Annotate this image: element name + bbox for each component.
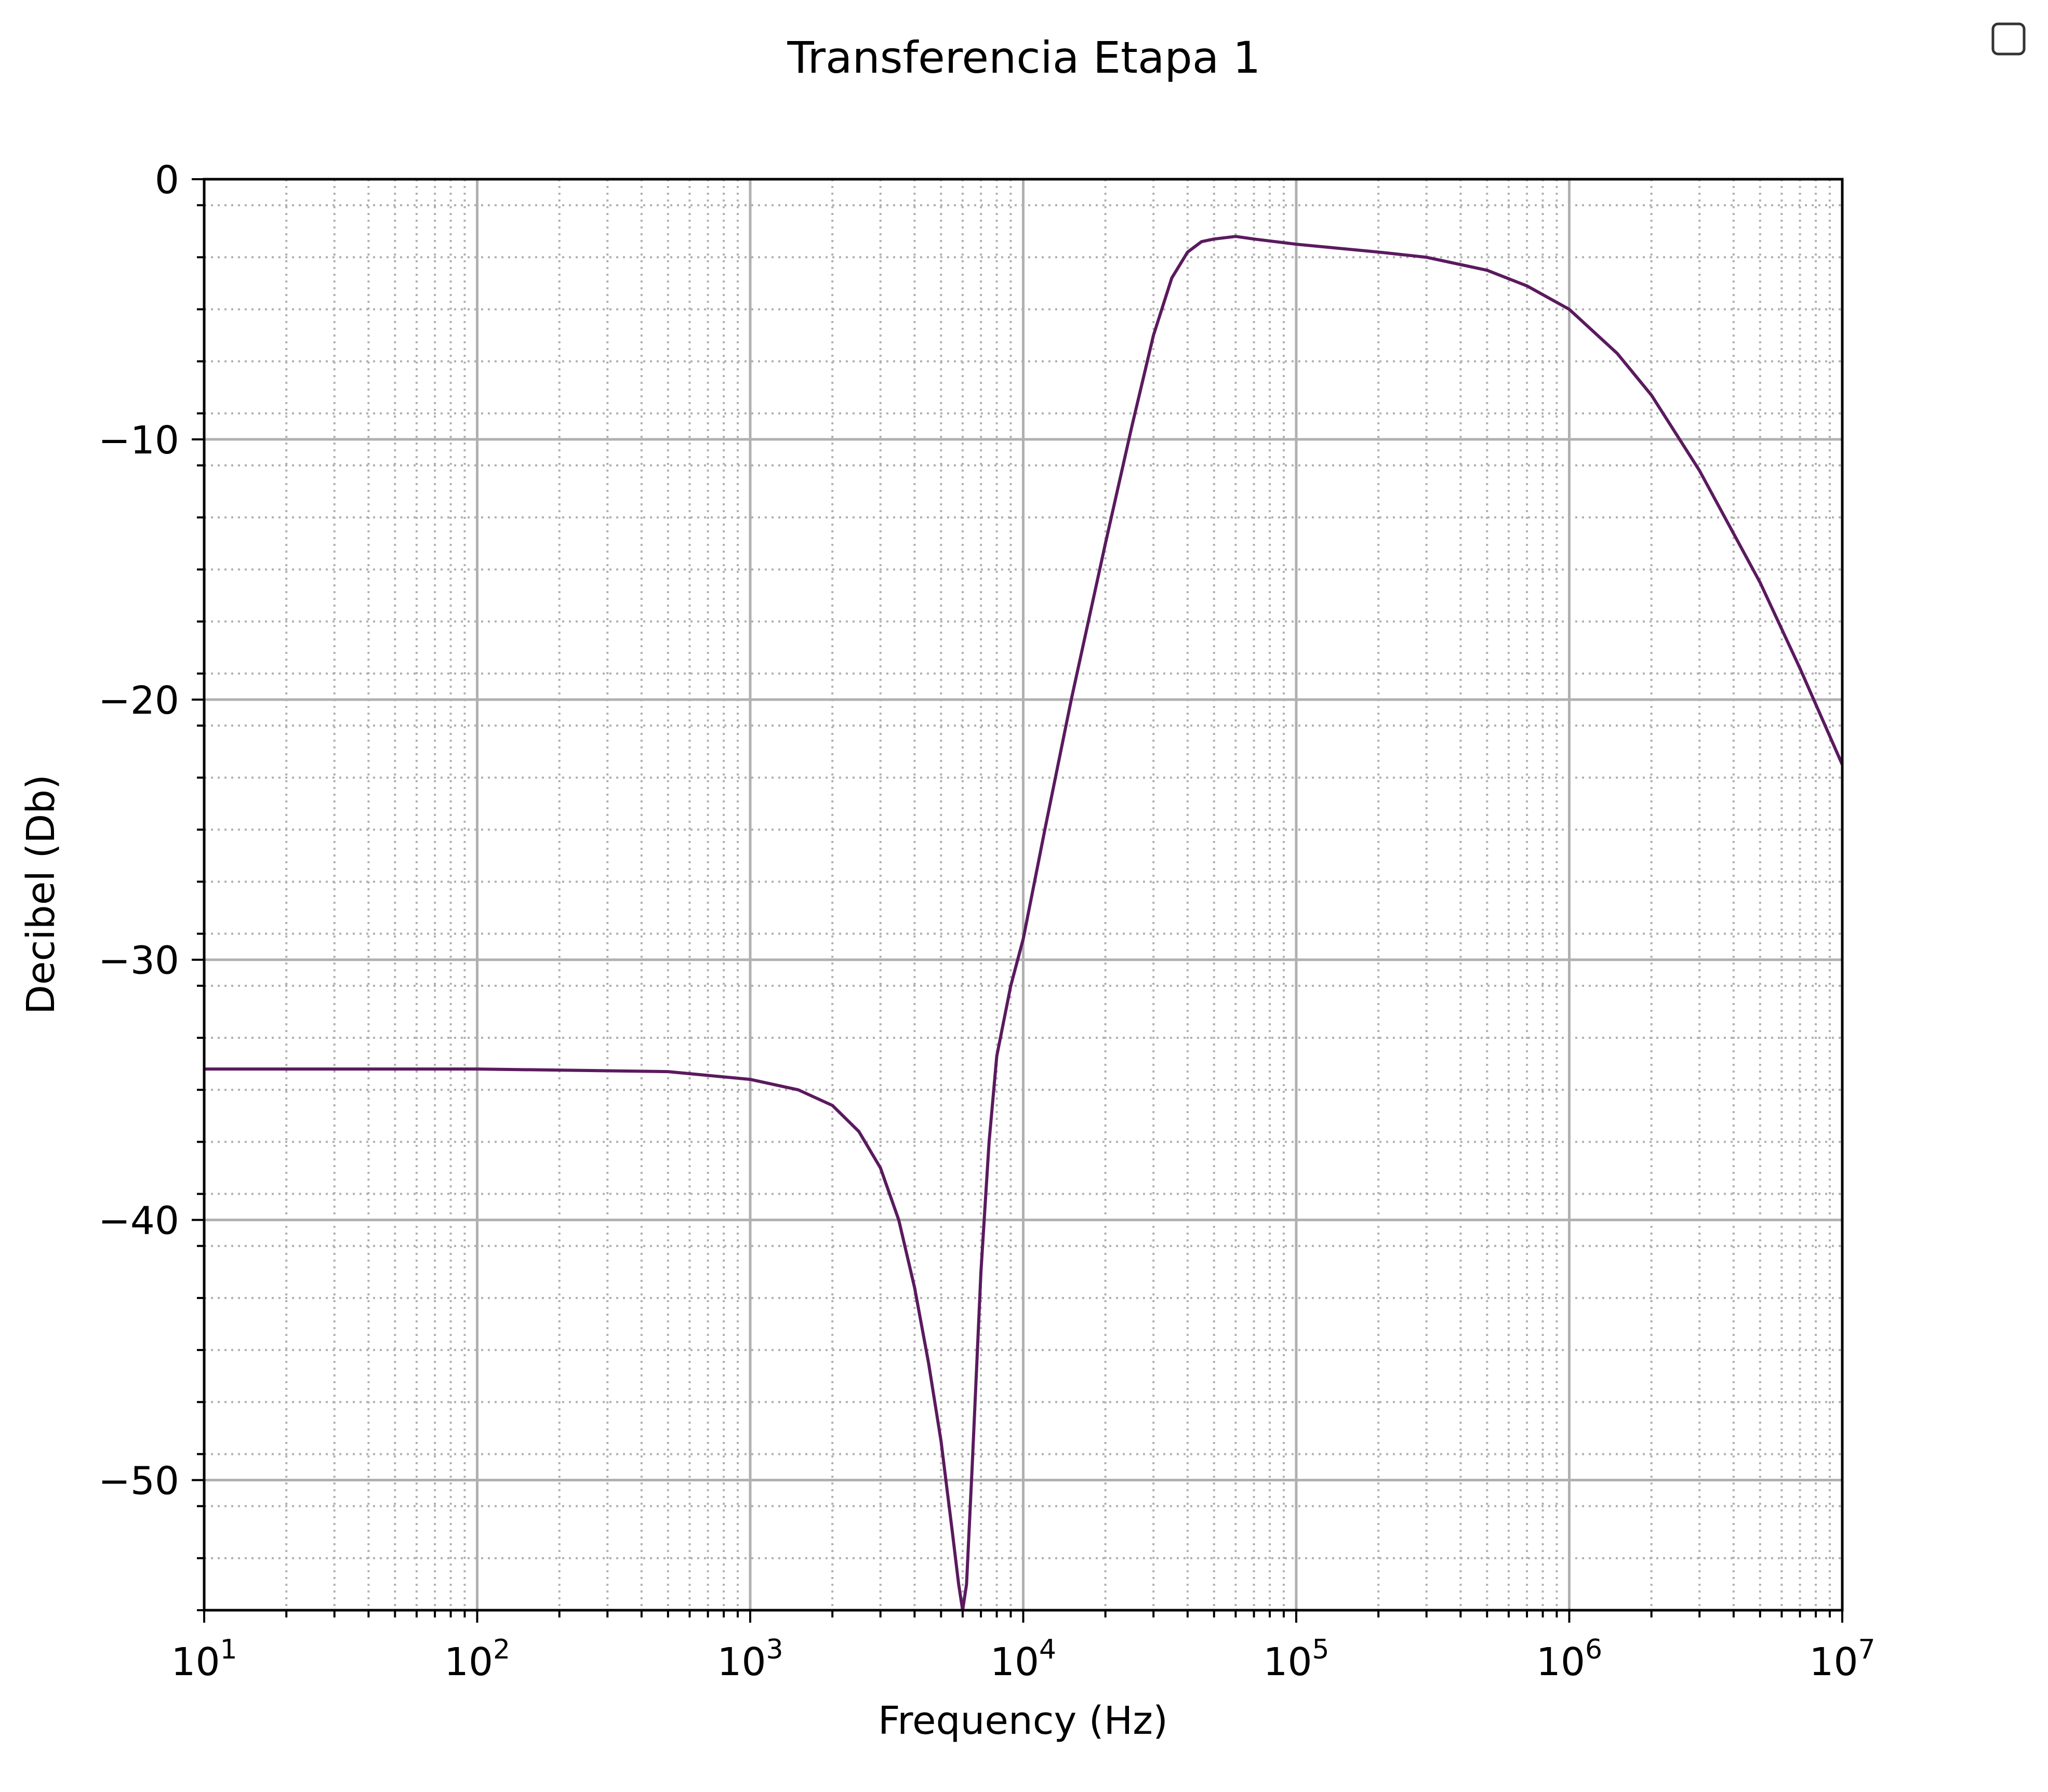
y-tick-labels: 0 −10 −20 −30 −40 −50 [98, 158, 179, 1504]
x-tick-label: 102 [444, 1634, 510, 1684]
x-tick-label-base: 10 [990, 1640, 1039, 1684]
series-layer [204, 235, 1844, 1612]
x-tick-label: 103 [717, 1634, 783, 1684]
axis-ticks [192, 178, 1843, 1623]
x-axis-label: Frequency (Hz) [878, 1699, 1168, 1743]
x-tick-label-base: 10 [444, 1640, 493, 1684]
x-tick-label-exponent: 5 [1312, 1634, 1329, 1665]
x-tick-label-exponent: 3 [766, 1634, 783, 1665]
x-tick-label-base: 10 [1536, 1640, 1585, 1684]
x-tick-label-base: 10 [171, 1640, 220, 1684]
x-tick-label-base: 10 [1809, 1640, 1858, 1684]
y-tick-label: −10 [98, 418, 179, 463]
x-tick-label-exponent: 6 [1585, 1634, 1602, 1665]
x-tick-label: 107 [1809, 1634, 1875, 1684]
x-tick-label: 104 [990, 1634, 1056, 1684]
y-tick-label: −30 [98, 939, 179, 983]
y-tick-label: −20 [98, 678, 179, 723]
chart-title: Transferencia Etapa 1 [787, 32, 1261, 83]
x-tick-label-exponent: 1 [220, 1634, 237, 1665]
legend-box [1991, 22, 2026, 56]
x-tick-label: 106 [1536, 1634, 1602, 1684]
x-tick-label: 101 [171, 1634, 237, 1684]
x-tick-labels: 101 102 103 104 105 106 107 [171, 1634, 1875, 1684]
y-tick-label: −50 [98, 1459, 179, 1504]
x-tick-label-base: 10 [717, 1640, 766, 1684]
y-tick-label: −40 [98, 1199, 179, 1243]
x-tick-label-exponent: 7 [1858, 1634, 1876, 1665]
series-line [204, 235, 1844, 1612]
y-tick-label: 0 [155, 158, 179, 203]
x-tick-label-exponent: 4 [1039, 1634, 1056, 1665]
x-tick-label: 105 [1263, 1634, 1329, 1684]
x-tick-label-base: 10 [1263, 1640, 1312, 1684]
x-tick-label-exponent: 2 [493, 1634, 510, 1665]
y-axis-label: Decibel (Db) [19, 774, 63, 1014]
